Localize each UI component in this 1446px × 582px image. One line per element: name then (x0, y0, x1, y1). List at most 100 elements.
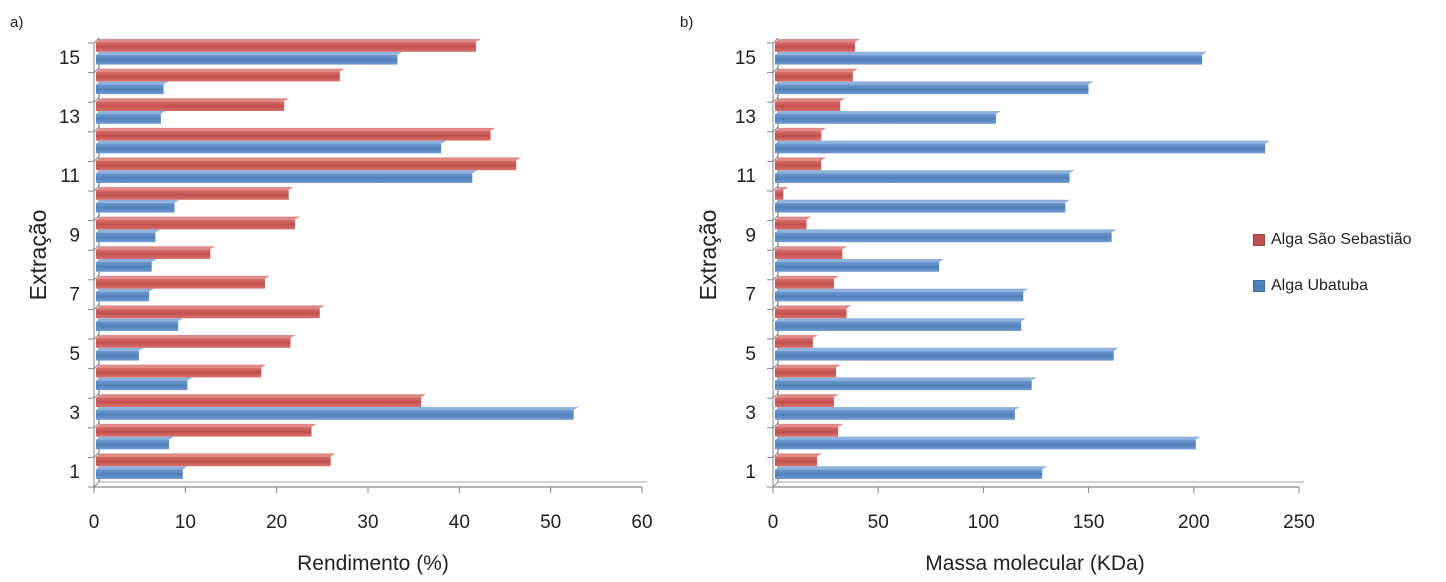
bar-top-a-sao-sebastiao-1 (96, 453, 336, 457)
y-tick-depth-b-7 (772, 274, 779, 281)
x-tick-label-a-3: 30 (357, 512, 378, 533)
y-tick-depth-b-5 (772, 333, 779, 340)
y-tick-label-a-12: 13 (59, 107, 80, 128)
x-tick-label-b-4: 200 (1178, 512, 1210, 533)
bar-a-ubatuba-6 (96, 321, 179, 331)
bar-b-sao-sebastiao-11 (775, 160, 822, 171)
bar-a-sao-sebastiao-2 (96, 426, 312, 437)
bar-b-ubatuba-1 (775, 469, 1043, 479)
bar-top-a-ubatuba-7 (96, 288, 154, 292)
bar-top-a-sao-sebastiao-15 (96, 39, 481, 43)
bar-b-sao-sebastiao-2 (775, 426, 839, 437)
y-tick-label-a-2: 3 (69, 403, 80, 424)
y-tick-depth-a-1 (93, 452, 100, 458)
bar-b-sao-sebastiao-5 (775, 338, 813, 348)
bar-top-a-sao-sebastiao-6 (96, 305, 325, 309)
bar-top-b-ubatuba-10 (775, 199, 1071, 203)
y-tick-depth-b-2 (772, 422, 779, 429)
bar-top-b-sao-sebastiao-8 (775, 246, 848, 250)
legend: Alga São Sebastião Alga Ubatuba (1253, 228, 1412, 320)
x-tick-label-a-4: 40 (449, 512, 470, 533)
y-tick-depth-b-11 (772, 156, 779, 162)
bar-a-sao-sebastiao-1 (96, 456, 331, 467)
bar-top-a-ubatuba-15 (96, 51, 403, 55)
bar-top-b-sao-sebastiao-9 (775, 216, 812, 220)
bar-b-sao-sebastiao-4 (775, 367, 837, 378)
bar-top-b-ubatuba-7 (775, 288, 1029, 292)
y-tick-label-b-4: 5 (745, 344, 756, 365)
y-tick-depth-a-6 (93, 304, 100, 310)
bar-a-sao-sebastiao-8 (96, 249, 211, 259)
bar-top-a-ubatuba-10 (96, 199, 180, 203)
y-tick-depth-b-13 (772, 96, 779, 103)
bar-a-ubatuba-12 (96, 143, 442, 154)
bar-top-a-ubatuba-11 (96, 170, 478, 174)
bar-a-sao-sebastiao-10 (96, 190, 289, 200)
y-tick-depth-b-14 (772, 67, 779, 73)
bar-top-a-sao-sebastiao-13 (96, 98, 290, 102)
bar-top-b-ubatuba-8 (775, 259, 945, 262)
y-tick-label-a-6: 7 (69, 285, 80, 306)
y-tick-depth-a-15 (93, 37, 100, 44)
legend-item-ubatuba: Alga Ubatuba (1253, 274, 1412, 298)
bar-b-ubatuba-15 (775, 54, 1203, 65)
bar-b-sao-sebastiao-8 (775, 249, 843, 259)
bar-top-b-ubatuba-1 (775, 466, 1048, 470)
y-tick-label-b-8: 9 (745, 225, 756, 246)
y-tick-depth-a-11 (93, 156, 100, 162)
panel-label-a: a) (10, 14, 24, 31)
bar-b-ubatuba-6 (775, 321, 1022, 331)
bar-top-b-ubatuba-6 (775, 318, 1027, 322)
y-tick-label-b-2: 3 (745, 403, 756, 424)
bar-top-a-sao-sebastiao-7 (96, 275, 270, 279)
bar-top-b-sao-sebastiao-10 (775, 187, 789, 191)
bar-b-ubatuba-14 (775, 84, 1089, 95)
y-tick-depth-a-4 (93, 363, 100, 369)
bar-top-a-sao-sebastiao-4 (96, 364, 267, 368)
bar-a-sao-sebastiao-12 (96, 130, 491, 141)
bar-top-b-sao-sebastiao-5 (775, 335, 818, 339)
bar-b-ubatuba-12 (775, 143, 1266, 154)
bar-b-sao-sebastiao-9 (775, 219, 807, 230)
bar-top-b-ubatuba-4 (775, 377, 1037, 381)
bar-top-b-sao-sebastiao-6 (775, 305, 852, 309)
bar-top-b-sao-sebastiao-2 (775, 423, 844, 427)
bar-b-ubatuba-3 (775, 410, 1015, 420)
bar-top-a-sao-sebastiao-10 (96, 187, 294, 191)
legend-label-sao-sebastiao: Alga São Sebastião (1271, 231, 1412, 248)
y-tick-depth-b-6 (772, 304, 779, 310)
y-tick-depth-a-8 (93, 244, 100, 251)
bar-b-sao-sebastiao-6 (775, 308, 847, 319)
y-tick-depth-a-10 (93, 185, 100, 192)
bar-b-sao-sebastiao-14 (775, 71, 853, 82)
bar-top-a-ubatuba-8 (96, 259, 157, 262)
bar-top-a-ubatuba-13 (96, 111, 166, 114)
y-tick-label-b-0: 1 (745, 462, 756, 483)
bar-top-a-sao-sebastiao-14 (96, 68, 345, 72)
bar-top-a-sao-sebastiao-9 (96, 216, 301, 220)
bar-top-b-sao-sebastiao-15 (775, 39, 860, 43)
bar-top-a-ubatuba-5 (96, 347, 144, 351)
y-tick-depth-a-12 (93, 126, 100, 133)
y-tick-depth-a-14 (93, 67, 100, 73)
bar-a-ubatuba-9 (96, 232, 156, 243)
y-tick-depth-a-2 (93, 422, 100, 429)
bar-a-ubatuba-3 (96, 410, 574, 420)
bar-b-sao-sebastiao-12 (775, 130, 822, 141)
bar-a-ubatuba-11 (96, 173, 473, 183)
y-tick-depth-b-9 (772, 215, 779, 221)
x-tick-label-a-6: 60 (631, 512, 652, 533)
bar-top-b-ubatuba-3 (775, 407, 1020, 410)
bar-top-b-sao-sebastiao-7 (775, 275, 839, 279)
y-tick-depth-b-8 (772, 244, 779, 251)
x-tick-label-b-0: 0 (768, 512, 779, 533)
x-tick-label-b-2: 100 (968, 512, 1000, 533)
y-tick-label-b-10: 11 (736, 166, 756, 187)
bar-a-ubatuba-7 (96, 291, 149, 302)
bar-a-sao-sebastiao-4 (96, 367, 262, 378)
bar-top-a-sao-sebastiao-3 (96, 394, 427, 398)
bar-b-sao-sebastiao-7 (775, 278, 834, 289)
bar-a-ubatuba-1 (96, 469, 183, 479)
bar-b-sao-sebastiao-3 (775, 397, 834, 407)
